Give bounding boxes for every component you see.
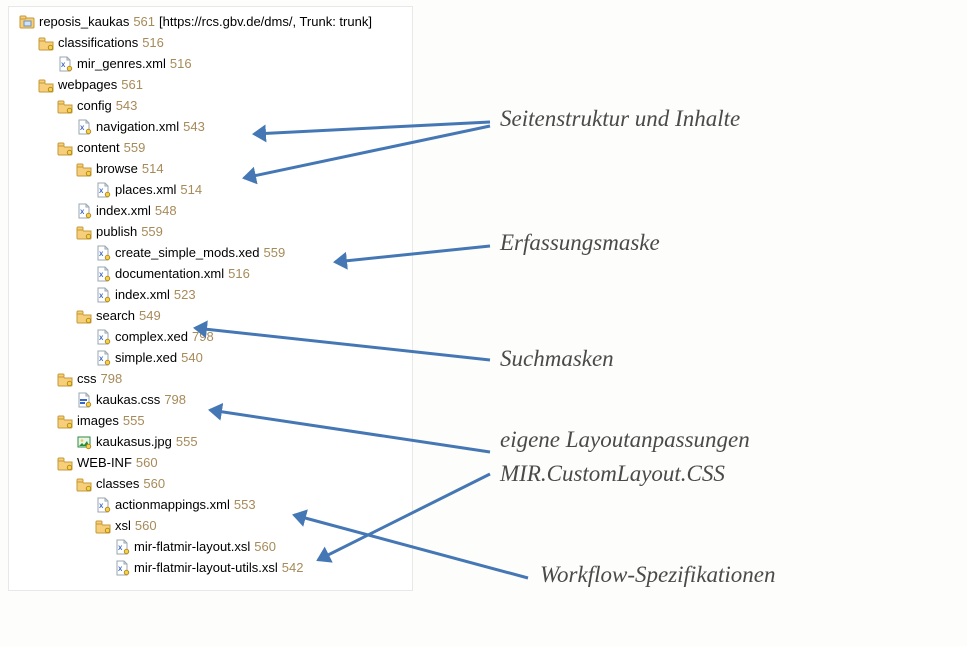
annotation-arrows [0,0,967,646]
